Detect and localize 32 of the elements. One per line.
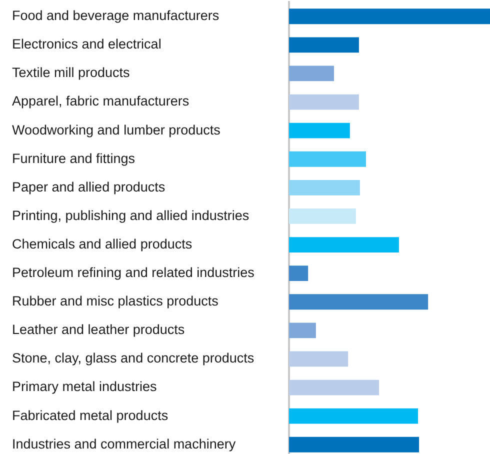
y-tick-label: Electronics and electrical [12,36,162,52]
bar [289,294,428,310]
bar [289,237,399,252]
bar [289,66,334,82]
y-tick-label: Food and beverage manufacturers [12,8,220,24]
bar [289,380,380,396]
bar [289,122,350,138]
bar [289,8,490,24]
bar [289,180,360,196]
y-tick-label: Woodworking and lumber products [12,122,221,138]
y-tick-label: Industries and commercial machinery [12,436,236,452]
bar [289,94,359,110]
y-tick-label: Fabricated metal products [12,408,168,423]
bar [289,208,356,224]
y-tick-label: Furniture and fittings [12,150,136,166]
y-tick-label: Textile mill products [12,65,130,80]
y-tick-label: Printing, publishing and allied industries [12,208,250,223]
y-tick-label: Rubber and misc plastics products [12,294,219,309]
bar [289,436,420,452]
y-tick-label: Stone, clay, glass and concrete products [12,350,254,366]
y-tick-label: Chemicals and allied products [12,236,192,252]
y-tick-label: Primary metal industries [12,379,158,394]
y-tick-label: Leather and leather products [12,322,185,338]
bar [289,151,366,167]
bar [289,408,418,424]
y-tick-label: Paper and allied products [12,179,166,194]
y-tick-label: Petroleum refining and related industries [12,265,255,280]
bar [289,37,359,53]
bar [289,266,308,282]
y-tick-label: Apparel, fabric manufacturers [12,94,190,109]
bar [289,322,316,338]
bar [289,351,348,367]
